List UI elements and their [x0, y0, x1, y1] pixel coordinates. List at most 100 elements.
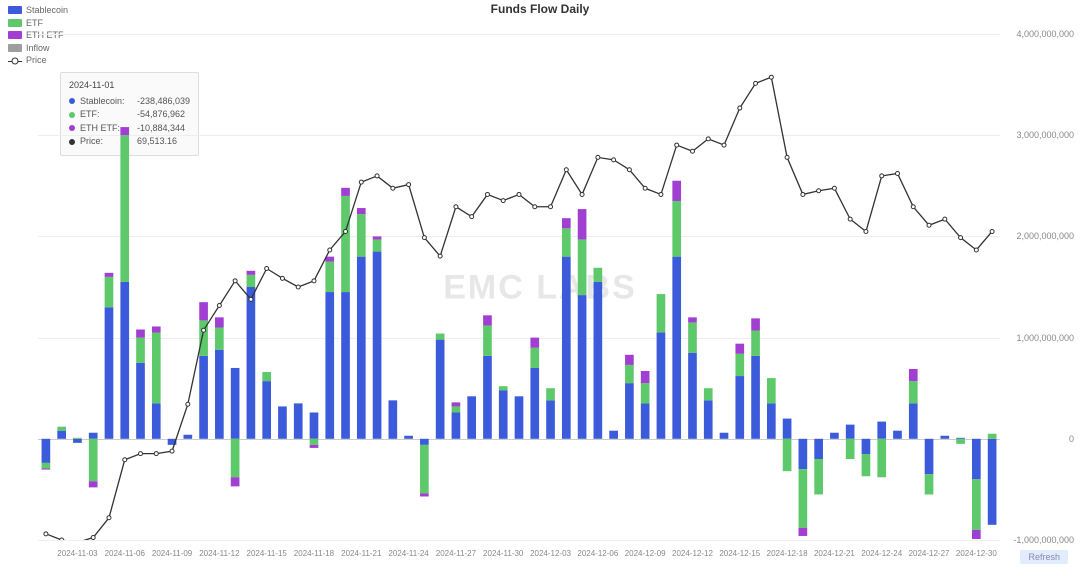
bar-segment[interactable] — [310, 412, 319, 438]
price-marker[interactable] — [375, 174, 379, 178]
bar-segment[interactable] — [799, 469, 808, 528]
legend-item[interactable]: Stablecoin — [8, 4, 68, 17]
bar-segment[interactable] — [530, 368, 539, 439]
price-marker[interactable] — [186, 402, 190, 406]
bar-segment[interactable] — [499, 386, 508, 390]
bar-segment[interactable] — [278, 406, 287, 438]
price-marker[interactable] — [391, 186, 395, 190]
price-marker[interactable] — [407, 183, 411, 187]
bar-segment[interactable] — [57, 427, 66, 431]
bar-segment[interactable] — [89, 439, 98, 482]
price-marker[interactable] — [202, 328, 206, 332]
price-marker[interactable] — [296, 285, 300, 289]
price-marker[interactable] — [359, 180, 363, 184]
price-marker[interactable] — [438, 254, 442, 258]
bar-segment[interactable] — [310, 439, 319, 445]
bar-segment[interactable] — [341, 292, 350, 439]
price-marker[interactable] — [249, 297, 253, 301]
price-marker[interactable] — [659, 192, 663, 196]
bar-segment[interactable] — [546, 388, 555, 400]
bar-segment[interactable] — [325, 262, 334, 292]
price-marker[interactable] — [580, 192, 584, 196]
bar-segment[interactable] — [956, 439, 965, 444]
bar-segment[interactable] — [751, 331, 760, 356]
bar-segment[interactable] — [152, 326, 161, 332]
price-marker[interactable] — [233, 279, 237, 283]
price-marker[interactable] — [596, 155, 600, 159]
bar-segment[interactable] — [357, 257, 366, 439]
bar-segment[interactable] — [972, 439, 981, 479]
bar-segment[interactable] — [325, 292, 334, 439]
bar-segment[interactable] — [704, 388, 713, 400]
bar-segment[interactable] — [688, 317, 697, 322]
bar-segment[interactable] — [215, 327, 224, 349]
bar-segment[interactable] — [42, 468, 51, 469]
bar-segment[interactable] — [231, 439, 240, 477]
price-marker[interactable] — [990, 229, 994, 233]
bar-segment[interactable] — [152, 333, 161, 404]
bar-segment[interactable] — [247, 287, 256, 439]
bar-segment[interactable] — [452, 412, 461, 438]
price-marker[interactable] — [974, 248, 978, 252]
bar-segment[interactable] — [909, 381, 918, 403]
bar-segment[interactable] — [42, 439, 51, 463]
bar-segment[interactable] — [389, 400, 398, 438]
bar-segment[interactable] — [877, 422, 886, 439]
bar-segment[interactable] — [751, 318, 760, 330]
price-marker[interactable] — [675, 143, 679, 147]
bar-segment[interactable] — [578, 209, 587, 239]
price-marker[interactable] — [627, 168, 631, 172]
price-marker[interactable] — [91, 536, 95, 540]
bar-segment[interactable] — [483, 356, 492, 439]
bar-segment[interactable] — [783, 419, 792, 439]
bar-segment[interactable] — [594, 268, 603, 282]
bar-segment[interactable] — [136, 338, 145, 363]
bar-segment[interactable] — [767, 403, 776, 438]
bar-segment[interactable] — [310, 445, 319, 448]
bar-segment[interactable] — [420, 439, 429, 445]
bar-segment[interactable] — [909, 369, 918, 381]
bar-segment[interactable] — [452, 406, 461, 412]
bar-segment[interactable] — [799, 528, 808, 536]
bar-segment[interactable] — [862, 439, 871, 454]
bar-segment[interactable] — [530, 338, 539, 348]
price-marker[interactable] — [959, 236, 963, 240]
price-marker[interactable] — [60, 538, 64, 540]
bar-segment[interactable] — [672, 201, 681, 257]
bar-segment[interactable] — [499, 390, 508, 439]
bar-segment[interactable] — [136, 330, 145, 338]
price-marker[interactable] — [927, 223, 931, 227]
bar-segment[interactable] — [720, 433, 729, 439]
bar-segment[interactable] — [546, 400, 555, 438]
bar-segment[interactable] — [877, 439, 886, 477]
price-marker[interactable] — [217, 304, 221, 308]
bar-segment[interactable] — [420, 445, 429, 494]
bar-segment[interactable] — [483, 325, 492, 355]
bar-segment[interactable] — [846, 439, 855, 459]
bar-segment[interactable] — [357, 208, 366, 214]
bar-segment[interactable] — [562, 218, 571, 228]
bar-segment[interactable] — [578, 239, 587, 295]
bar-segment[interactable] — [467, 396, 476, 439]
bar-segment[interactable] — [735, 376, 744, 439]
plot-area[interactable] — [38, 34, 1000, 540]
bar-segment[interactable] — [530, 348, 539, 368]
price-marker[interactable] — [454, 205, 458, 209]
bar-segment[interactable] — [862, 454, 871, 476]
price-marker[interactable] — [265, 266, 269, 270]
bar-segment[interactable] — [641, 371, 650, 383]
bar-segment[interactable] — [73, 438, 82, 439]
bar-segment[interactable] — [262, 381, 271, 439]
price-marker[interactable] — [880, 174, 884, 178]
price-marker[interactable] — [754, 81, 758, 85]
price-marker[interactable] — [706, 137, 710, 141]
bar-segment[interactable] — [262, 372, 271, 381]
bar-segment[interactable] — [799, 439, 808, 469]
price-marker[interactable] — [801, 192, 805, 196]
legend-item[interactable]: ETF — [8, 17, 68, 30]
price-marker[interactable] — [44, 532, 48, 536]
bar-segment[interactable] — [704, 400, 713, 438]
bar-segment[interactable] — [657, 333, 666, 439]
refresh-button[interactable]: Refresh — [1020, 550, 1068, 564]
bar-segment[interactable] — [357, 214, 366, 257]
